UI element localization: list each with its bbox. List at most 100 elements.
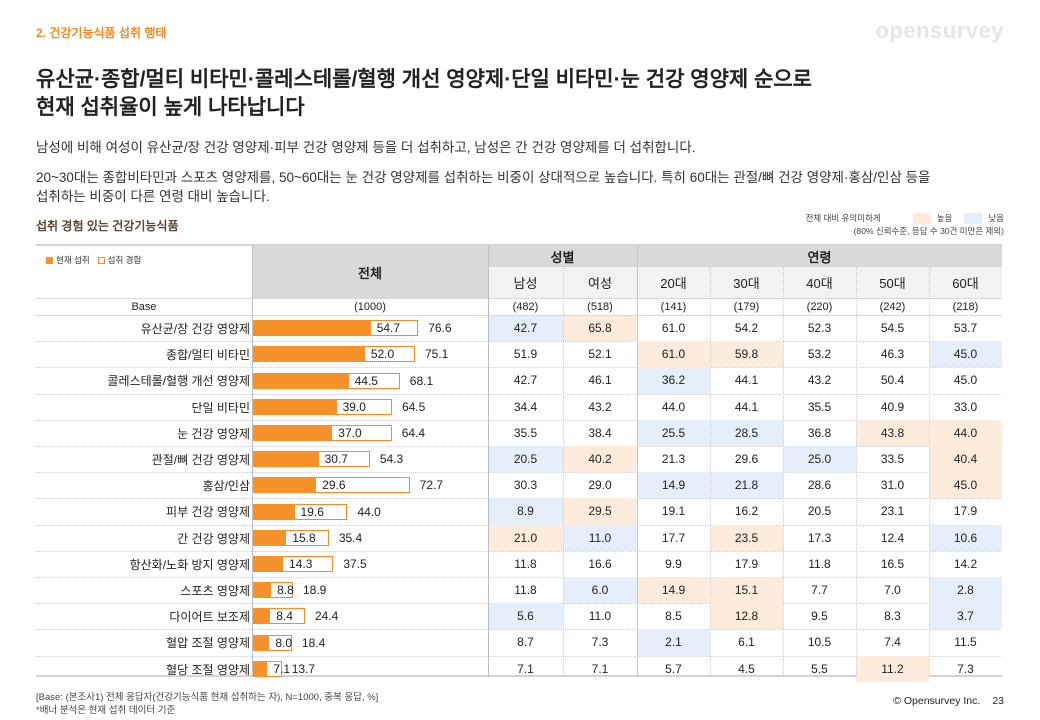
table-cell: 5.5 — [811, 661, 828, 676]
table-cell: 36.2 — [637, 367, 710, 394]
table-cell: 11.8 — [514, 556, 537, 571]
base-value: (518) — [587, 300, 613, 313]
high-swatch — [912, 213, 931, 224]
table-cell: 16.5 — [880, 556, 905, 571]
table-cell: 17.3 — [807, 530, 832, 545]
column-divider — [856, 267, 857, 677]
title-line-1: 유산균·종합/멀티 비타민·콜레스테롤/혈행 개선 영양제·단일 비타민·눈 건… — [36, 68, 812, 91]
table-cell: 29.5 — [563, 498, 637, 525]
row-label: 피부 건강 영양제 — [166, 505, 250, 520]
header-gender-label: 성별 — [550, 250, 575, 265]
table-cell: 38.4 — [588, 425, 612, 440]
experience-value-label: 76.6 — [428, 321, 452, 336]
chart-heading: 섭취 경험 있는 건강기능식품 — [36, 219, 179, 233]
table-cell: 21.3 — [661, 452, 686, 467]
age-divider — [637, 246, 638, 677]
table-cell: 7.0 — [884, 583, 901, 598]
row-label: 눈 건강 영양제 — [177, 426, 250, 441]
row-label: 스포츠 영양제 — [180, 584, 250, 598]
experience-value-label: 44.0 — [357, 504, 381, 519]
table-cell: 44.0 — [929, 419, 1002, 446]
base-divider-bottom — [36, 315, 1002, 316]
experience-value-label: 54.3 — [379, 452, 404, 467]
copyright: © Opensurvey Inc. 23 — [881, 695, 1004, 707]
significance-legend-row: 전체 대비 유의미하게 높음 낮음 — [806, 212, 1004, 225]
base-value: (218) — [952, 300, 979, 313]
base-label: Base — [131, 300, 157, 313]
current-bar — [252, 372, 349, 389]
row-divider — [36, 393, 1002, 395]
row-divider — [36, 341, 1002, 343]
row-label: 항산화/노화 방지 영양제 — [129, 557, 250, 572]
table-cell: 33.0 — [953, 399, 978, 414]
table-cell: 61.0 — [661, 321, 686, 336]
table-cell: 10.6 — [929, 524, 1002, 551]
summary-paragraph-2-line-1: 20~30대는 종합비타민과 스포츠 영양제를, 50~60대는 눈 건강 영양… — [36, 170, 931, 185]
significance-label: 전체 대비 유의미하게 — [805, 213, 881, 223]
table-cell: 17.7 — [661, 530, 686, 545]
current-value-label: 37.0 — [338, 425, 362, 440]
current-bar — [252, 477, 317, 494]
table-cell: 16.2 — [734, 504, 759, 519]
table-cell: 9.5 — [811, 609, 828, 624]
header-total: 전체 — [252, 246, 488, 298]
table-cell: 44.1 — [734, 399, 759, 414]
table-cell: 11.2 — [856, 655, 929, 682]
current-bar — [252, 555, 284, 572]
base-value: (179) — [733, 300, 760, 313]
row-label: 혈압 조절 영양제 — [166, 636, 250, 651]
section-label: 2. 건강기능식품 섭취 행태 — [36, 26, 167, 40]
table-cell: 46.3 — [880, 347, 905, 362]
experience-value-label: 35.4 — [338, 530, 363, 545]
current-value-label: 19.6 — [300, 504, 324, 519]
table-cell: 65.8 — [563, 315, 637, 342]
header-total-label: 전체 — [358, 265, 382, 281]
column-divider — [710, 267, 711, 677]
current-value-label: 39.0 — [342, 399, 366, 414]
table-cell: 45.0 — [929, 472, 1002, 499]
summary-paragraph-1: 남성에 비해 여성이 유산균/장 건강 영양제·피부 건강 영양제 등을 더 섭… — [36, 140, 696, 155]
experience-value-label: 68.1 — [409, 373, 434, 388]
header-age-label: 연령 — [807, 250, 832, 265]
current-bar — [252, 529, 287, 546]
base-divider-top — [36, 298, 1002, 299]
title-line-2: 현재 섭취율이 높게 나타납니다 — [36, 96, 305, 119]
table-cell: 45.0 — [929, 341, 1002, 368]
base-value: (141) — [660, 300, 687, 313]
current-bar — [252, 398, 337, 415]
table-cell: 28.6 — [807, 478, 832, 493]
current-value-label: 54.7 — [376, 321, 401, 336]
low-swatch — [964, 213, 983, 224]
row-divider — [36, 550, 1002, 552]
table-cell: 53.7 — [953, 321, 978, 336]
row-divider — [36, 577, 1002, 578]
row-label: 콜레스테롤/혈행 개선 영양제 — [107, 374, 250, 389]
table-cell: 23.5 — [710, 524, 783, 551]
current-value-label: 8.4 — [276, 609, 293, 624]
table-cell: 25.5 — [637, 419, 710, 446]
table-cell: 8.7 — [517, 635, 534, 650]
significance-legend: 전체 대비 유의미하게 높음 낮음 (80% 신뢰수준, 응답 수 30건 미만… — [806, 212, 1004, 238]
experience-legend-label: 섭취 경험 — [107, 255, 142, 265]
table-cell: 43.8 — [856, 419, 929, 446]
row-divider — [36, 629, 1002, 631]
row-label: 단일 비타민 — [191, 400, 250, 415]
experience-value-label: 72.7 — [419, 478, 444, 493]
table-cell: 7.1 — [517, 661, 534, 676]
current-value-label: 8.8 — [277, 583, 294, 598]
crosstab-table: 전체 성별 연령 현재 섭취 섭취 경험 Base (1000) 남성 (482)… — [36, 244, 1002, 682]
page-title: 유산균·종합/멀티 비타민·콜레스테롤/혈행 개선 영양제·단일 비타민·눈 건… — [36, 66, 936, 122]
table-cell: 17.9 — [734, 556, 759, 571]
table-cell: 35.5 — [513, 425, 538, 440]
row-label: 간 건강 영양제 — [177, 531, 250, 546]
column-header: 남성 — [513, 276, 538, 291]
current-bar — [252, 503, 295, 520]
table-cell: 7.3 — [591, 635, 609, 650]
table-cell: 20.5 — [488, 446, 563, 473]
table-cell: 21.8 — [710, 472, 783, 499]
gender-divider — [488, 246, 489, 677]
table-cell: 28.5 — [710, 419, 783, 446]
current-value-label: 29.6 — [322, 478, 346, 493]
column-header: 30대 — [733, 276, 760, 291]
current-legend-label: 현재 섭취 — [56, 255, 90, 265]
